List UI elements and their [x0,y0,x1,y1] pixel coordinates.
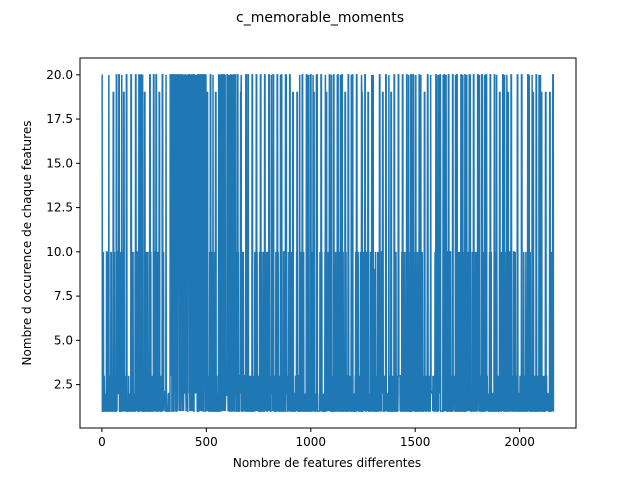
x-axis: 0 500 1000 1500 2000 [98,428,535,449]
y-tick-label: 20.0 [46,68,73,82]
y-axis-label: Nombre d occurence de chaque features [20,121,34,366]
y-tick-label: 2.5 [54,378,73,392]
y-tick-label: 15.0 [46,156,73,170]
chart-title: c_memorable_moments [236,10,404,26]
plot-frame [79,57,577,429]
x-tick-label: 2000 [504,435,535,449]
x-tick-label: 1000 [295,435,326,449]
y-axis: 2.5 5.0 7.5 10.0 12.5 15.0 17.5 20.0 [46,68,80,392]
x-tick-label: 500 [195,435,218,449]
x-tick-label: 1500 [400,435,431,449]
y-tick-label: 7.5 [54,289,73,303]
x-axis-label: Nombre de features differentes [233,456,421,470]
series-path [101,74,555,412]
y-tick-label: 12.5 [46,201,73,215]
series-line [101,74,555,412]
y-tick-label: 10.0 [46,245,73,259]
x-tick-label: 0 [98,435,106,449]
y-tick-label: 17.5 [46,112,73,126]
y-tick-label: 5.0 [54,333,73,347]
